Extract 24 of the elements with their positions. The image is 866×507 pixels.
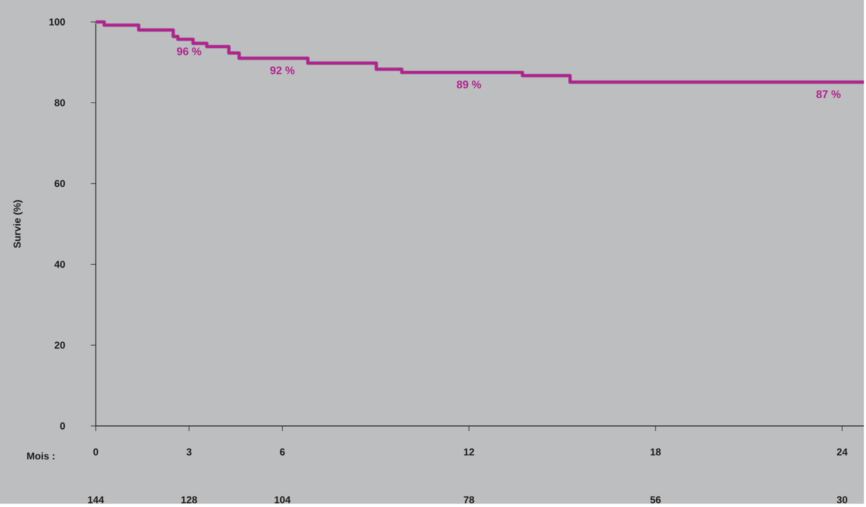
text: 128 [181, 496, 198, 504]
x-tick-label: 12 [464, 448, 474, 456]
y-tick-label: 20 [54, 342, 65, 349]
y-tick-label: 100 [49, 18, 65, 26]
annotation: 96 % [176, 48, 202, 56]
annotation: 87 % [816, 90, 841, 98]
x-tick-label: 6 [280, 448, 285, 456]
annotation: 89 % [456, 80, 482, 89]
x-tick-label: 24 [836, 448, 848, 456]
y-tick-label: 40 [54, 261, 65, 268]
x-axis-title: Mois : [27, 452, 54, 460]
text: 30 [836, 496, 848, 504]
text: 144 [88, 496, 104, 504]
y-tick-label: 60 [54, 180, 65, 188]
x-tick-label: 0 [93, 448, 98, 456]
text: 104 [274, 496, 291, 504]
y-tick-label: 80 [54, 99, 65, 106]
x-tick-label: 3 [186, 448, 192, 456]
x-tick-label: 18 [650, 448, 661, 456]
y-axis-title: Survie (%) [13, 200, 23, 248]
text: 78 [464, 496, 474, 504]
annotation: 92 % [270, 66, 295, 74]
text: 56 [650, 496, 661, 504]
y-tick-label: 0 [60, 422, 65, 430]
